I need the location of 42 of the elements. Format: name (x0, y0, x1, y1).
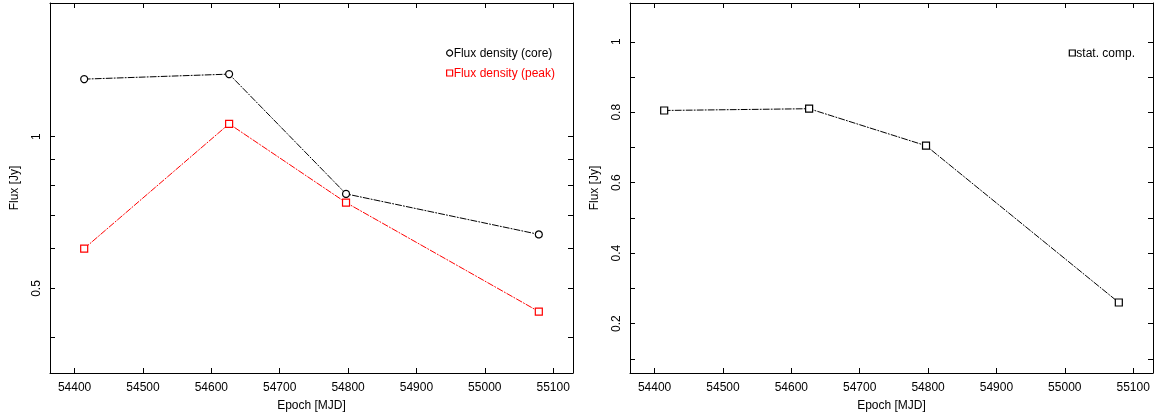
x-axis-title: Epoch [MJD] (277, 398, 346, 412)
y-tick-label: 1 (29, 132, 43, 140)
point (921, 141, 931, 150)
legend-label: Flux density (peak) (453, 66, 555, 80)
point (80, 75, 89, 84)
x-tick-label: 54400 (637, 380, 672, 394)
point (534, 307, 543, 316)
x-tick-label: 55100 (1116, 380, 1151, 394)
x-tick-label: 55100 (536, 380, 571, 394)
y-tick-label: 0.6 (609, 174, 623, 192)
x-tick-label: 54500 (706, 380, 740, 394)
legend-label: Flux density (core) (453, 46, 553, 60)
point (225, 119, 234, 128)
point (341, 189, 351, 198)
x-tick-label: 54700 (843, 380, 877, 394)
x-tick-label: 54600 (194, 380, 229, 394)
x-tick-label: 54400 (57, 380, 92, 394)
point (660, 106, 669, 115)
y-tick-label: 0.2 (609, 315, 623, 333)
point (80, 244, 89, 253)
x-tick-label: 54600 (774, 380, 809, 394)
x-tick-label: 54800 (331, 380, 366, 394)
x-tick-label: 54900 (399, 380, 434, 394)
x-tick-label: 54700 (263, 380, 297, 394)
x-tick-label: 55000 (468, 380, 502, 394)
x-tick-label: 54800 (911, 380, 946, 394)
y-axis-title: Flux [Jy] (587, 165, 601, 211)
x-axis-title: Epoch [MJD] (857, 398, 926, 412)
x-tick-label: 54500 (126, 380, 160, 394)
y-tick-label: 0.4 (609, 244, 623, 262)
legend-label: stat. comp. (1076, 46, 1135, 60)
x-tick-label: 54900 (979, 380, 1014, 394)
y-tick-label: 0.5 (29, 279, 43, 297)
point (534, 230, 543, 239)
point (225, 70, 234, 79)
point (341, 198, 351, 207)
x-tick-label: 55000 (1048, 380, 1082, 394)
y-tick-label: 1 (609, 38, 623, 46)
y-tick-label: 0.8 (609, 103, 623, 121)
y-axis-title: Flux [Jy] (7, 165, 21, 211)
point (1114, 298, 1123, 307)
point (805, 104, 814, 113)
